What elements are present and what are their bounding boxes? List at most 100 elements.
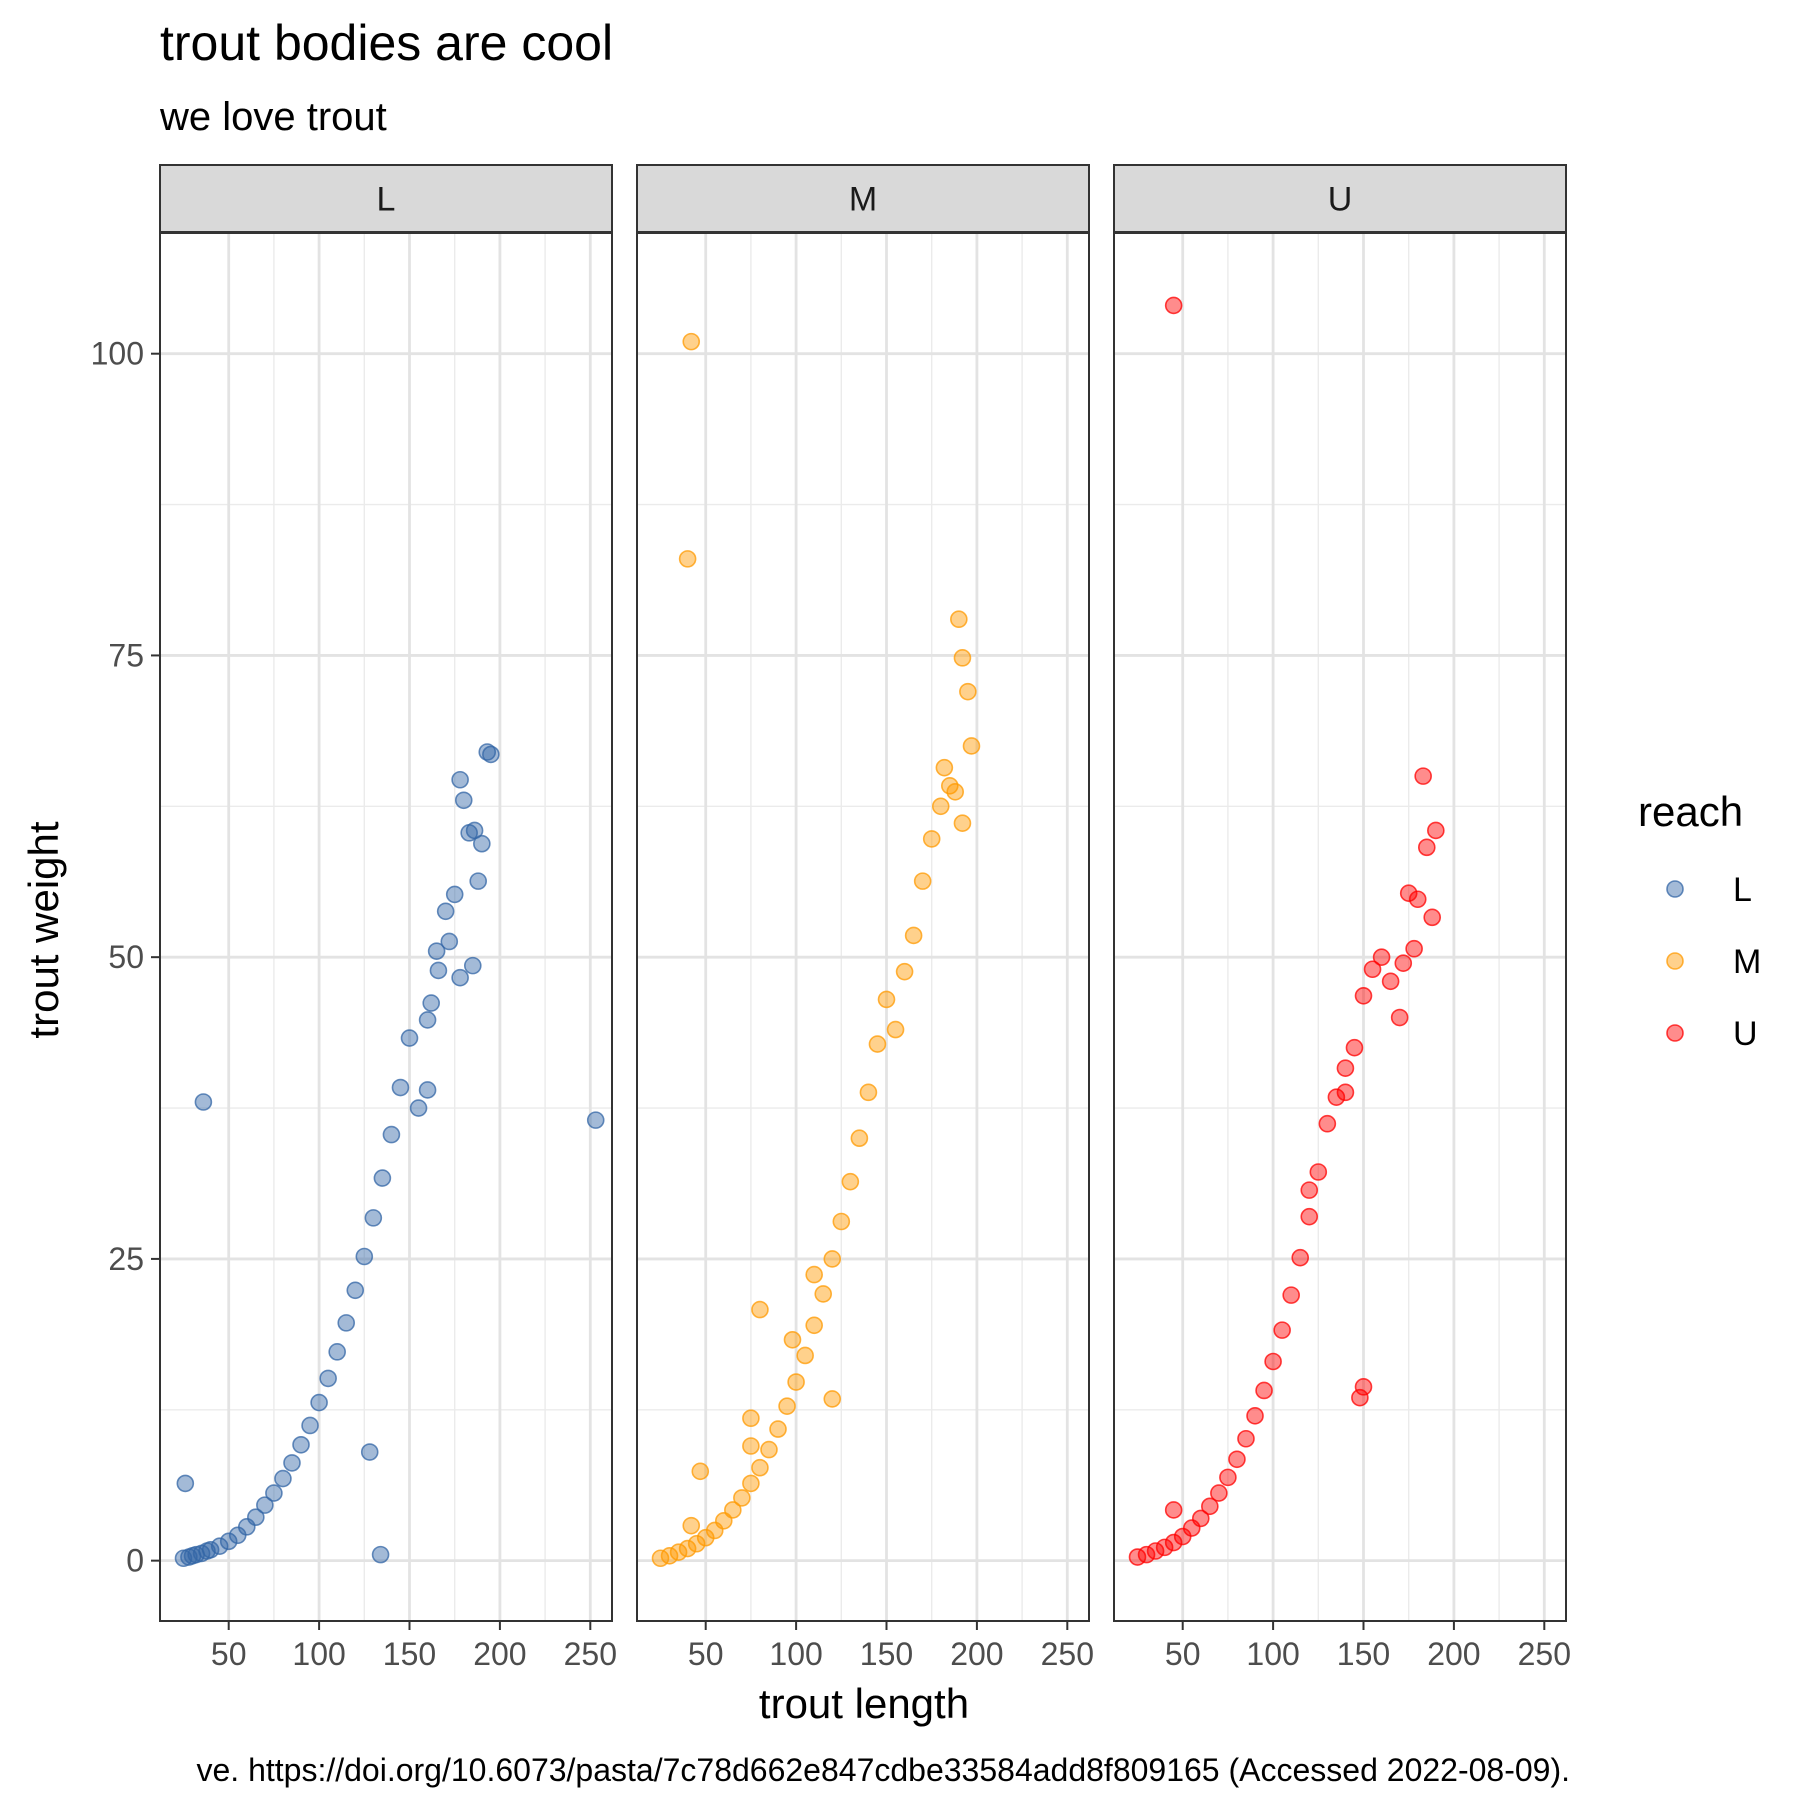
data-point — [913, 872, 932, 890]
data-point — [360, 1443, 379, 1461]
data-point — [769, 1420, 787, 1438]
data-point — [959, 682, 977, 701]
x-tick-label: 100 — [1246, 1636, 1299, 1672]
data-point — [1405, 939, 1423, 958]
data-point — [823, 1390, 842, 1408]
data-point — [1408, 890, 1427, 909]
data-point — [724, 1501, 742, 1519]
legend-key-U — [1666, 1024, 1684, 1042]
legend-key-M — [1666, 952, 1684, 970]
series-M — [651, 332, 981, 1568]
data-point — [210, 1537, 229, 1555]
data-point — [778, 1397, 796, 1415]
x-tick-label: 100 — [769, 1636, 822, 1672]
data-point — [451, 770, 469, 789]
data-point — [1354, 1378, 1373, 1396]
data-point — [1219, 1468, 1237, 1487]
data-point — [868, 1035, 887, 1053]
data-point — [1191, 1509, 1210, 1528]
data-point — [1351, 1388, 1369, 1407]
data-point — [962, 737, 981, 755]
facet-panel-L: L 50 100 150 200 250 — [159, 164, 617, 1672]
panel-background — [1114, 233, 1566, 1621]
data-point — [1228, 1450, 1246, 1469]
x-axis-title: trout length — [759, 1680, 969, 1727]
data-point — [805, 1316, 823, 1335]
data-point — [922, 830, 941, 848]
legend-title: reach — [1638, 788, 1743, 835]
y-tick-label: 50 — [108, 939, 144, 975]
facet-strip-label: U — [1328, 181, 1353, 219]
data-point — [931, 797, 950, 816]
data-point — [201, 1540, 220, 1559]
data-point — [219, 1532, 238, 1551]
data-point — [950, 610, 968, 629]
data-point — [1237, 1429, 1255, 1448]
facet-strip-label: L — [377, 181, 396, 219]
data-point — [742, 1409, 760, 1428]
data-point — [418, 1011, 437, 1029]
x-tick-label: 150 — [860, 1636, 913, 1672]
data-point — [660, 1547, 679, 1565]
data-point — [1255, 1381, 1273, 1400]
data-point — [1300, 1207, 1319, 1226]
data-point — [787, 1373, 805, 1391]
data-point — [418, 1081, 437, 1099]
data-point — [1336, 1059, 1355, 1078]
data-point — [355, 1247, 374, 1266]
data-point — [760, 1440, 778, 1459]
data-point — [805, 1265, 823, 1284]
data-point — [1300, 1181, 1319, 1199]
legend: reach LMU — [1638, 788, 1761, 1053]
data-point — [1423, 908, 1442, 927]
data-point — [1164, 1501, 1183, 1519]
data-point — [465, 821, 484, 840]
data-point — [1372, 948, 1391, 966]
facet-strip — [1113, 164, 1567, 233]
facet-panel-M: M 50 100 150 200 250 — [636, 164, 1094, 1672]
facet-strip — [636, 164, 1090, 233]
data-point — [292, 1435, 310, 1454]
x-tick-label: 50 — [688, 1636, 724, 1672]
y-tick-label: 0 — [126, 1543, 144, 1579]
data-point — [886, 1020, 905, 1039]
data-point — [1146, 1542, 1165, 1560]
data-point — [451, 968, 469, 987]
data-point — [783, 1330, 802, 1349]
data-point — [850, 1129, 869, 1148]
data-point — [1164, 1533, 1183, 1552]
data-point — [440, 932, 459, 951]
data-point — [373, 1169, 392, 1187]
data-point — [346, 1281, 365, 1300]
data-point — [1246, 1407, 1264, 1425]
data-point — [247, 1508, 265, 1527]
data-point — [1390, 1008, 1409, 1027]
x-tick-label: 200 — [950, 1636, 1003, 1672]
x-tick-label: 100 — [292, 1636, 345, 1672]
data-point — [427, 942, 446, 960]
x-tick-label: 200 — [1427, 1636, 1480, 1672]
data-point — [436, 902, 455, 921]
y-axis-title: trout weight — [20, 821, 67, 1038]
y-tick-label: 25 — [108, 1241, 144, 1277]
data-point — [742, 1437, 760, 1455]
data-point — [194, 1093, 213, 1111]
legend-label-L: L — [1733, 871, 1752, 909]
data-point — [1354, 986, 1373, 1005]
x-tick-label: 50 — [1165, 1636, 1201, 1672]
data-point — [364, 1209, 383, 1227]
data-point — [935, 758, 954, 777]
facet-panels: L 50 100 150 200 250 M 50 100 150 200 250 U 50 100 150 2… — [159, 164, 1571, 1672]
chart-title: trout bodies are cool — [160, 15, 613, 71]
x-tick-label: 150 — [383, 1636, 436, 1672]
data-point — [1345, 1038, 1364, 1057]
x-tick-label: 150 — [1337, 1636, 1390, 1672]
data-point — [1363, 960, 1382, 979]
data-point — [1394, 954, 1413, 973]
data-point — [1210, 1484, 1228, 1502]
data-point — [391, 1078, 410, 1097]
data-point — [1417, 838, 1436, 857]
data-point — [586, 1111, 605, 1129]
data-point — [669, 1543, 688, 1562]
data-point — [796, 1346, 814, 1365]
